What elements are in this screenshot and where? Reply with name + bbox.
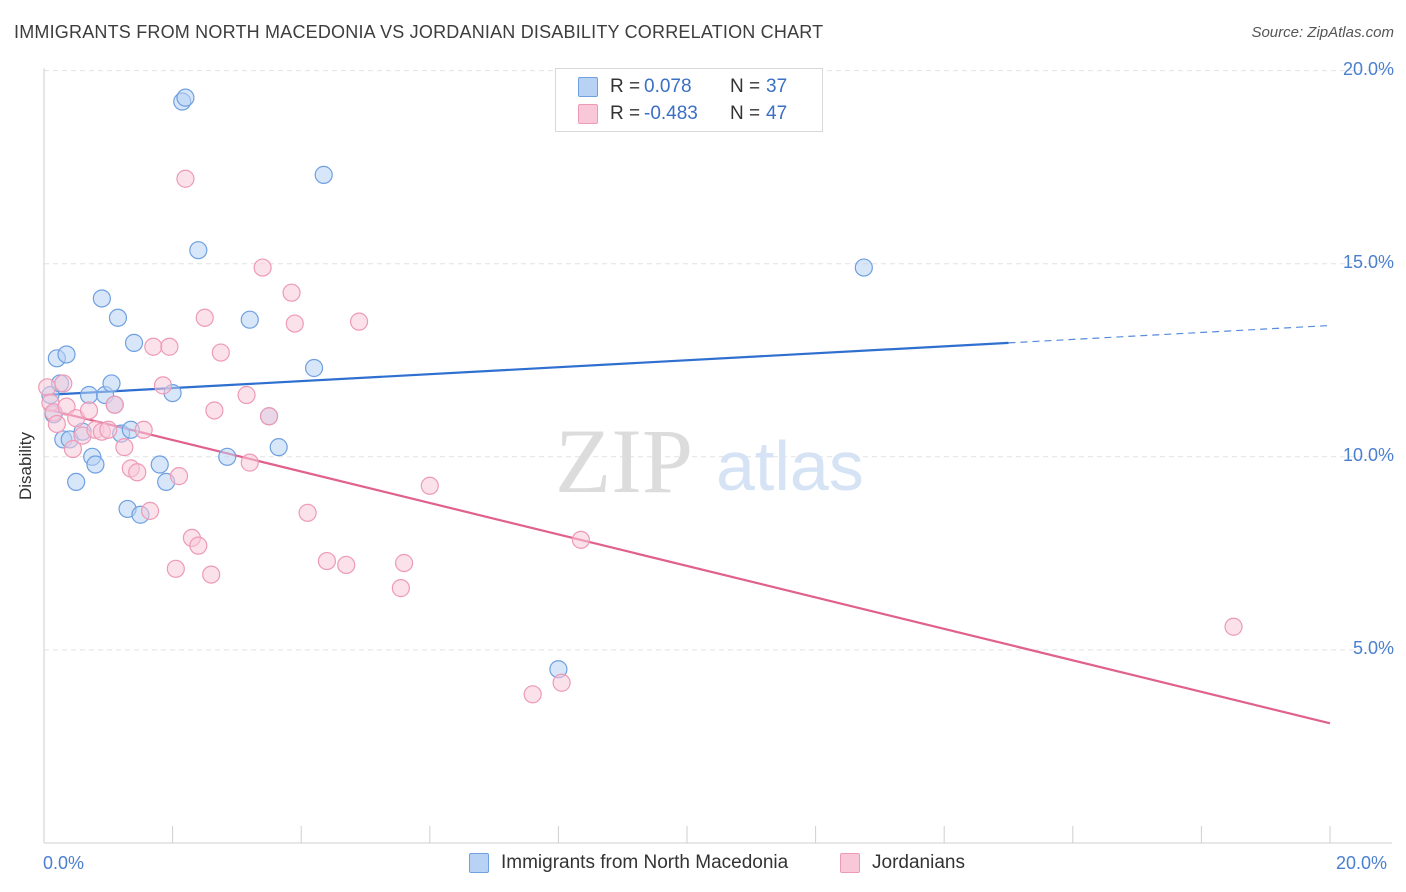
data-point-series-0 [150,455,169,474]
series-legend-label: Immigrants from North Macedonia [501,852,789,873]
gridlines [44,70,1392,651]
data-point-series-0 [176,88,195,107]
data-point-series-1 [54,374,73,393]
trend-line-extension-0 [1008,324,1331,344]
x-tick-label-max: 20.0% [1336,853,1388,873]
x-tick-label-min: 0.0% [43,853,85,873]
data-point-series-1 [169,467,189,486]
data-point-series-0 [79,385,99,405]
series-legend-item-macedonia[interactable]: Immigrants from North Macedonia [469,852,788,874]
data-point-series-1 [205,401,224,420]
axes [43,68,1392,844]
data-point-series-1 [259,407,279,426]
data-point-series-0 [92,289,111,308]
data-point-series-0 [124,333,144,352]
data-point-series-1 [285,314,304,333]
data-point-series-1 [176,169,195,188]
data-point-series-0 [102,374,121,393]
legend-r-label: R = [610,103,641,124]
series-swatch-blue [469,853,489,873]
data-point-series-1 [1224,617,1243,636]
legend-r-value: -0.483 [644,103,698,124]
data-point-series-0 [108,308,128,327]
data-point-series-0 [304,358,324,378]
watermark: ZIP atlas [555,410,864,512]
legend-n-value: 47 [766,103,788,124]
legend-row-jordanians: R = -0.483 N = 47 [578,102,787,126]
data-point-series-1 [349,312,369,331]
source-label: Source: ZipAtlas.com [1251,24,1394,41]
data-point-series-0 [240,310,259,329]
data-point-series-1 [47,414,66,434]
legend-n-label: N = [730,76,761,97]
data-point-series-1 [337,555,356,575]
legend-n-label: N = [730,103,761,124]
data-point-series-1 [571,530,591,549]
data-point-series-1 [240,453,259,472]
data-point-series-0 [854,258,873,277]
correlation-legend: R = 0.078 N = 37 R = -0.483 N = 47 [555,68,823,132]
data-point-series-1 [202,565,221,584]
data-point-series-1 [298,503,317,522]
chart-title: IMMIGRANTS FROM NORTH MACEDONIA VS JORDA… [14,22,824,42]
y-tick-label: 20.0% [1342,58,1394,79]
data-point-series-1 [134,420,153,439]
legend-swatch-blue [578,77,598,97]
trend-line-0 [43,341,1009,397]
data-point-series-1 [160,337,179,356]
series-legend: Immigrants from North Macedonia Jordania… [0,852,1406,878]
legend-swatch-pink [578,104,598,124]
data-point-series-0 [86,455,105,474]
data-point-series-1 [144,337,163,356]
data-point-series-0 [218,447,237,466]
data-point-series-1 [253,258,272,277]
data-point-series-1 [420,476,439,495]
legend-r-value: 0.078 [644,76,692,97]
data-point-series-1 [79,401,99,420]
data-point-series-0 [189,241,208,260]
y-tick-label: 5.0% [1352,637,1394,658]
data-point-series-1 [552,673,571,692]
data-point-series-1 [282,283,301,302]
data-point-series-1 [115,438,134,457]
y-axis-label: Disability [16,431,35,500]
data-point-series-1 [189,536,208,555]
data-point-series-1 [140,501,160,520]
series-legend-label: Jordanians [872,852,965,873]
legend-row-macedonia: R = 0.078 N = 37 [578,75,787,99]
data-point-series-1 [99,420,118,439]
data-point-series-1 [57,397,76,416]
data-point-series-1 [105,395,124,414]
watermark-atlas: atlas [716,427,864,505]
data-point-series-0 [57,345,76,364]
data-point-series-0 [269,438,288,457]
data-point-series-1 [523,685,542,704]
data-point-series-1 [153,376,173,395]
data-point-series-1 [38,378,57,397]
data-point-series-1 [391,579,410,598]
legend-r-label: R = [610,76,641,97]
legend-n-value: 37 [766,76,788,97]
data-point-series-1 [211,343,230,362]
data-point-series-1 [128,463,147,482]
data-point-series-1 [63,439,83,459]
y-tick-label: 10.0% [1342,444,1394,465]
data-point-series-1 [195,308,214,327]
trend-lines [43,324,1331,725]
data-points [38,88,1243,704]
data-point-series-0 [314,165,333,184]
data-point-series-1 [237,385,256,405]
y-tick-label: 15.0% [1342,251,1394,272]
data-point-series-1 [317,551,337,571]
series-swatch-pink [840,853,860,873]
data-point-series-0 [67,472,86,492]
series-legend-item-jordanians[interactable]: Jordanians [840,852,965,874]
data-point-series-1 [394,553,414,573]
watermark-zip: ZIP [555,410,693,512]
data-point-series-1 [166,559,185,578]
